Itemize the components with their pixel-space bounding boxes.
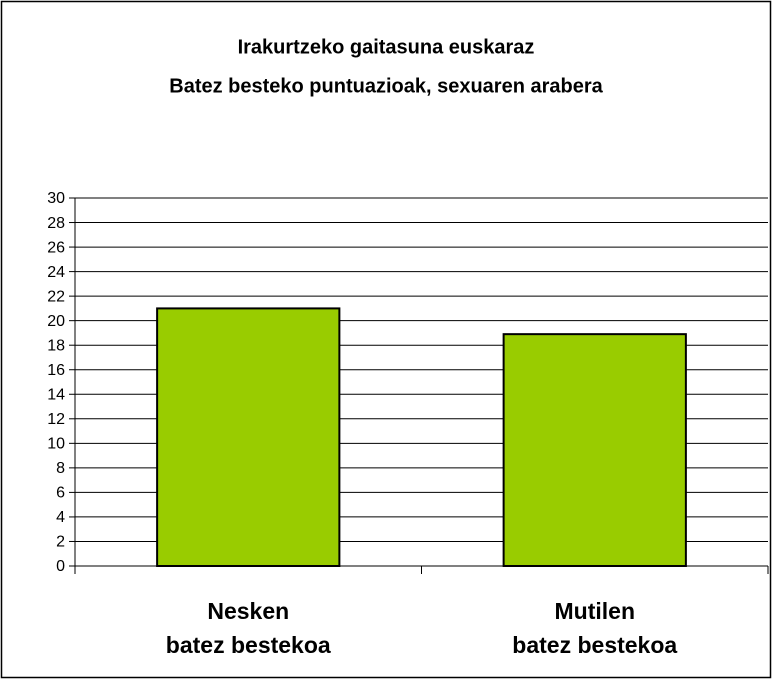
y-tick-label: 8 xyxy=(56,460,65,477)
bar xyxy=(502,333,687,567)
y-tick-label: 6 xyxy=(56,485,65,502)
y-tick-label: 12 xyxy=(47,411,65,428)
bar xyxy=(156,307,341,567)
y-tick-label: 26 xyxy=(47,239,65,256)
y-tick-label: 20 xyxy=(47,313,65,330)
y-tick-label: 18 xyxy=(47,337,65,354)
y-tick-label: 10 xyxy=(47,436,65,453)
y-tick-label: 30 xyxy=(47,190,65,207)
y-tick-label: 24 xyxy=(47,264,65,281)
y-tick-label: 0 xyxy=(56,558,65,575)
chart-title: Irakurtzeko gaitasuna euskaraz xyxy=(238,36,535,58)
x-tick-label: Mutilen batez bestekoa xyxy=(512,598,678,658)
y-tick-label: 14 xyxy=(47,386,65,403)
y-tick-label: 22 xyxy=(47,288,65,305)
y-tick-label: 16 xyxy=(47,362,65,379)
chart-subtitle: Batez besteko puntuazioak, sexuaren arab… xyxy=(169,75,603,97)
y-tick-label: 4 xyxy=(56,509,65,526)
y-tick-label: 28 xyxy=(47,215,65,232)
x-tick-label: Nesken batez bestekoa xyxy=(165,598,331,658)
y-tick-label: 2 xyxy=(56,534,65,551)
